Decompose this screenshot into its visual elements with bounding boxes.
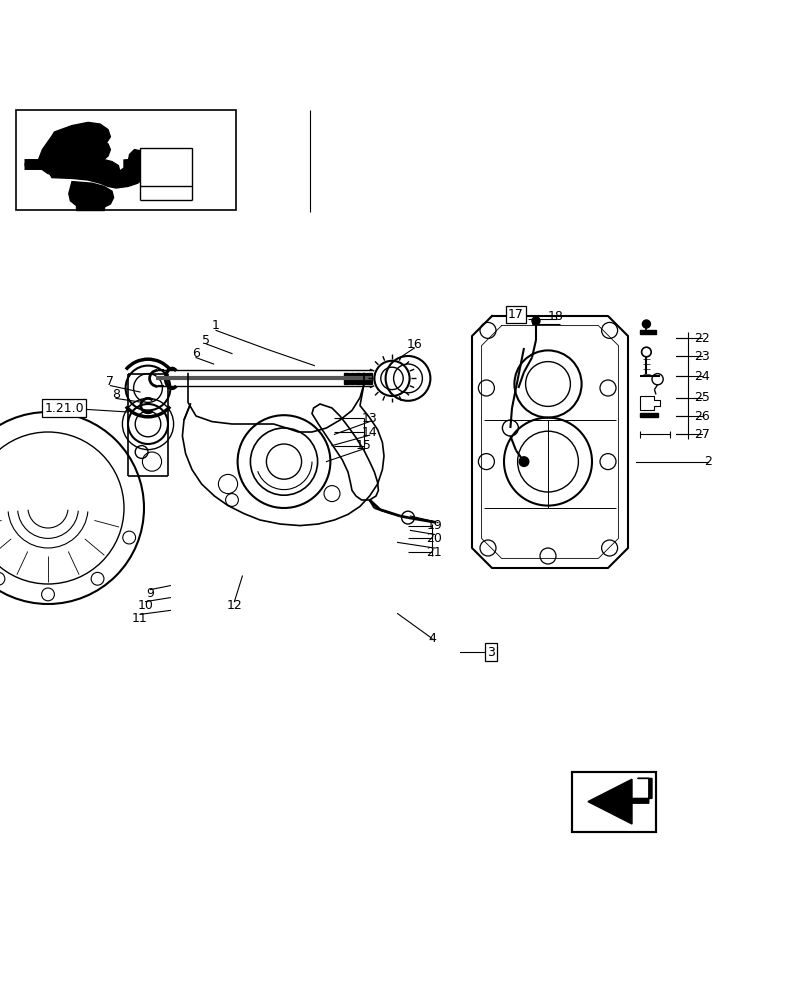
Bar: [16, 110, 236, 210]
Bar: [368, 373, 370, 384]
Text: 2: 2: [704, 455, 712, 468]
Text: 10: 10: [138, 599, 154, 612]
Text: 9: 9: [146, 587, 154, 600]
Bar: [366, 373, 367, 384]
Text: 21: 21: [426, 546, 442, 558]
Text: 22: 22: [694, 332, 710, 345]
Bar: [356, 373, 358, 384]
Bar: [354, 373, 355, 384]
Text: 19: 19: [426, 519, 442, 532]
Text: 14: 14: [362, 426, 378, 438]
Polygon shape: [124, 156, 182, 172]
Bar: [572, 772, 656, 832]
Bar: [640, 330, 656, 334]
Circle shape: [642, 320, 650, 328]
Text: 7: 7: [106, 375, 114, 388]
Text: 3: 3: [487, 646, 495, 658]
Text: 27: 27: [694, 428, 710, 441]
Bar: [640, 413, 658, 417]
Bar: [363, 373, 365, 384]
Text: 8: 8: [112, 388, 120, 401]
Bar: [572, 772, 656, 832]
Polygon shape: [50, 138, 150, 188]
Bar: [358, 373, 360, 384]
Bar: [346, 373, 348, 384]
Bar: [370, 373, 372, 384]
Polygon shape: [76, 206, 104, 210]
Text: 18: 18: [548, 310, 564, 322]
Text: 1: 1: [212, 319, 220, 332]
Text: 26: 26: [694, 410, 710, 422]
Text: 1.21.0: 1.21.0: [44, 401, 84, 414]
Text: 16: 16: [406, 338, 422, 351]
Text: 24: 24: [694, 369, 710, 382]
Polygon shape: [69, 182, 114, 210]
Circle shape: [519, 457, 529, 466]
Bar: [349, 373, 350, 384]
Text: 4: 4: [428, 632, 436, 645]
Circle shape: [532, 317, 540, 325]
Text: 5: 5: [202, 334, 210, 347]
Text: 25: 25: [694, 391, 710, 404]
Text: 17: 17: [508, 308, 524, 321]
Polygon shape: [38, 122, 120, 182]
Bar: [361, 373, 362, 384]
Bar: [351, 373, 353, 384]
Text: 23: 23: [694, 350, 710, 362]
Text: 12: 12: [226, 599, 242, 612]
Text: 20: 20: [426, 532, 442, 545]
Text: 6: 6: [192, 347, 200, 360]
Text: 15: 15: [356, 439, 372, 452]
Text: 11: 11: [132, 612, 148, 625]
Bar: [140, 148, 192, 186]
Bar: [344, 373, 346, 384]
Text: 13: 13: [362, 412, 378, 425]
Polygon shape: [588, 778, 652, 824]
